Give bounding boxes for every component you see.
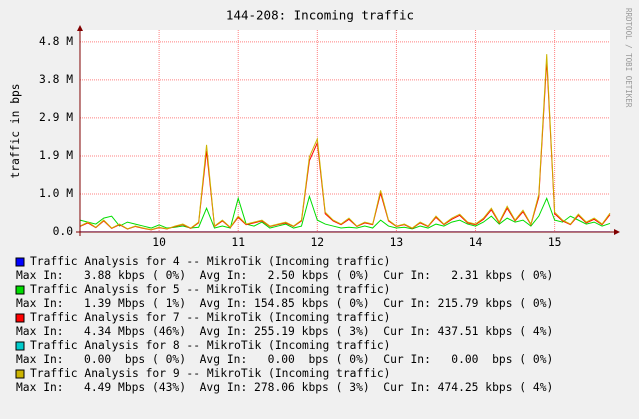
legend-label: Traffic Analysis for 4 -- MikroTik (Inco… [30, 255, 390, 268]
legend-label: Traffic Analysis for 7 -- MikroTik (Inco… [30, 311, 390, 324]
legend-label: Traffic Analysis for 5 -- MikroTik (Inco… [30, 283, 390, 296]
legend-stats: Max In: 0.00 bps ( 0%) Avg In: 0.00 bps … [16, 353, 553, 366]
x-axis-arrow [614, 229, 620, 235]
legend-label: Traffic Analysis for 9 -- MikroTik (Inco… [30, 367, 390, 380]
y-tick-label: 0.0 [53, 225, 74, 238]
x-tick-label: 12 [311, 236, 325, 249]
plot-area [80, 30, 610, 232]
x-tick-label: 14 [469, 236, 483, 249]
legend-stats: Max In: 4.34 Mbps (46%) Avg In: 255.19 k… [16, 325, 553, 338]
y-axis-label: traffic in bps [9, 83, 22, 178]
legend: Traffic Analysis for 4 -- MikroTik (Inco… [15, 255, 553, 394]
chart-title: 144-208: Incoming traffic [226, 8, 414, 23]
y-tick-label: 1.9 M [39, 149, 73, 162]
y-tick-label: 3.8 M [39, 73, 73, 86]
y-tick-label: 1.0 M [39, 187, 73, 200]
x-tick-label: 13 [390, 236, 404, 249]
x-tick-label: 11 [231, 236, 245, 249]
legend-stats: Max In: 4.49 Mbps (43%) Avg In: 278.06 k… [16, 381, 553, 394]
legend-swatch [15, 341, 25, 351]
y-axis-arrow [77, 25, 83, 31]
x-tick-label: 10 [152, 236, 166, 249]
legend-stats: Max In: 3.88 kbps ( 0%) Avg In: 2.50 kbp… [16, 269, 553, 282]
x-tick-label: 15 [548, 236, 562, 249]
legend-swatch [15, 369, 25, 379]
legend-swatch [15, 257, 25, 267]
legend-swatch [15, 285, 25, 295]
side-text: RRDTOOL / TOBI OETIKER [624, 8, 633, 108]
legend-label: Traffic Analysis for 8 -- MikroTik (Inco… [30, 339, 390, 352]
y-tick-label: 2.9 M [39, 111, 73, 124]
legend-stats: Max In: 1.39 Mbps ( 1%) Avg In: 154.85 k… [16, 297, 553, 310]
y-tick-label: 4.8 M [39, 35, 73, 48]
legend-swatch [15, 313, 25, 323]
series-line [79, 54, 611, 231]
